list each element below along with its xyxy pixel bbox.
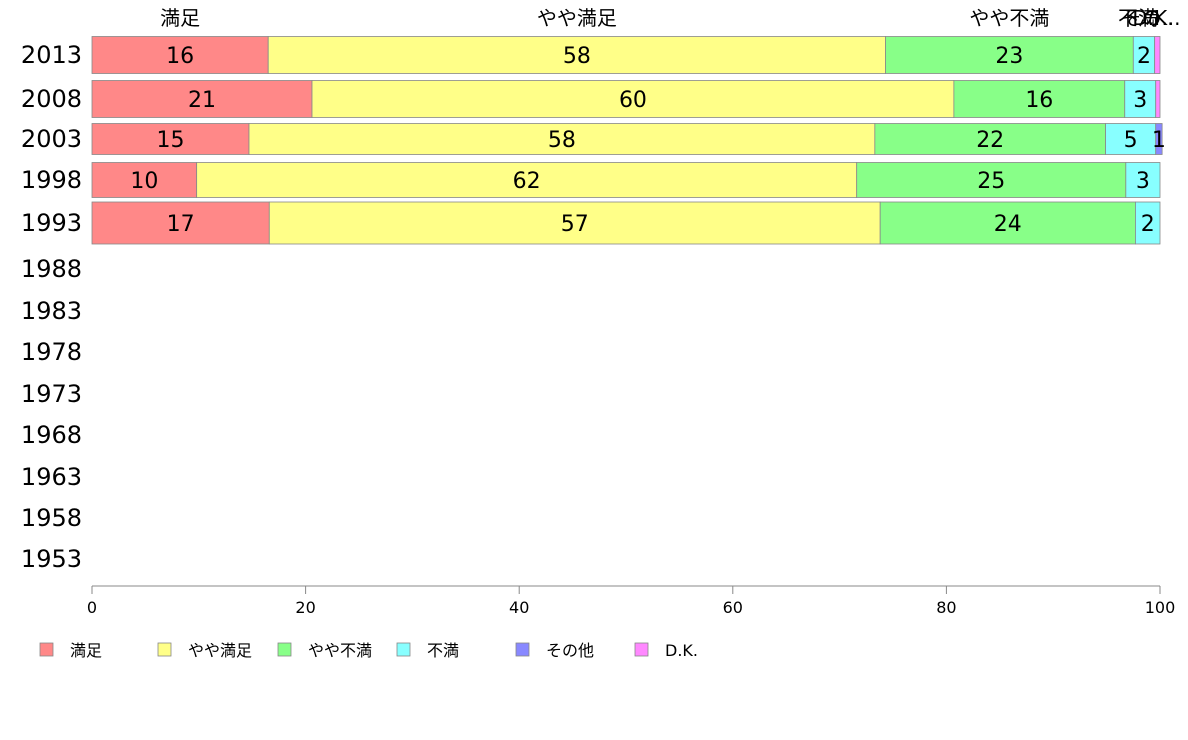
bar-segment <box>856 162 1127 198</box>
series-top-label: 不満 <box>1118 6 1158 30</box>
year-tick-label: 1968 <box>21 421 82 449</box>
legend-label: その他 <box>546 641 594 660</box>
series-top-label: D.K. <box>1132 6 1173 30</box>
year-tick-label: 1953 <box>21 545 82 573</box>
bar-value-label: 57 <box>561 212 589 237</box>
bar-value-label: 15 <box>156 128 184 153</box>
bar-value-label: 21 <box>188 88 216 113</box>
bar-segment <box>91 80 313 118</box>
year-tick-label: 2003 <box>21 125 82 153</box>
bar-value-label: 16 <box>1025 88 1053 113</box>
x-tick-label: 40 <box>509 598 529 617</box>
bar-value-label: 25 <box>977 169 1005 194</box>
year-tick-label: 2013 <box>21 41 82 69</box>
legend-label: やや不満 <box>308 641 372 660</box>
bar-segment <box>1105 123 1157 155</box>
x-tick-label: 0 <box>87 598 97 617</box>
bar-segment <box>91 123 250 155</box>
bar-segment <box>1135 201 1161 245</box>
legend-swatch <box>634 642 649 657</box>
year-tick-label: 1988 <box>21 255 82 283</box>
year-tick-label: 2008 <box>21 85 82 113</box>
legend-label: やや満足 <box>188 641 252 660</box>
bar-value-label: 10 <box>130 169 158 194</box>
legend-swatch <box>515 642 530 657</box>
bar-value-label: 3 <box>1136 169 1150 194</box>
bar-segment <box>248 123 876 155</box>
series-top-label: やや不満 <box>969 6 1049 30</box>
bar-value-label: 2 <box>1137 44 1151 69</box>
legend-label: 満足 <box>70 641 102 660</box>
legend-label: D.K. <box>665 641 698 660</box>
bar-value-label: 17 <box>167 212 195 237</box>
bar-segment <box>885 36 1134 74</box>
series-top-label: やや満足 <box>537 6 617 30</box>
bar-segment <box>1155 123 1163 155</box>
bar-segment <box>874 123 1106 155</box>
bar-value-label: 5 <box>1124 128 1138 153</box>
bar-segment <box>1155 80 1161 118</box>
bar-value-label: 1 <box>1152 128 1166 153</box>
bar-value-label: 23 <box>995 44 1023 69</box>
year-tick-label: 1958 <box>21 504 82 532</box>
year-tick-label: 1993 <box>21 209 82 237</box>
x-tick-label: 60 <box>723 598 743 617</box>
year-tick-label: 1998 <box>21 166 82 194</box>
x-tick-label: 20 <box>295 598 315 617</box>
bar-segment <box>267 36 886 74</box>
bar-segment <box>1125 162 1161 198</box>
bar-value-label: 2 <box>1141 212 1155 237</box>
series-top-label: その... <box>1121 6 1180 30</box>
bar-segment <box>91 162 198 198</box>
legend-swatch <box>157 642 172 657</box>
legend-swatch <box>396 642 411 657</box>
bar-segment <box>91 36 269 74</box>
x-tick-label: 80 <box>936 598 956 617</box>
year-tick-label: 1983 <box>21 297 82 325</box>
series-top-label: 満足 <box>160 6 200 30</box>
year-tick-label: 1963 <box>21 463 82 491</box>
bar-value-label: 58 <box>548 128 576 153</box>
x-tick-label: 100 <box>1145 598 1176 617</box>
bar-value-label: 60 <box>619 88 647 113</box>
year-tick-label: 1978 <box>21 338 82 366</box>
bar-value-label: 58 <box>563 44 591 69</box>
bar-segment <box>268 201 881 245</box>
bar-segment <box>879 201 1136 245</box>
legend-swatch <box>39 642 54 657</box>
bar-segment <box>953 80 1126 118</box>
bar-value-label: 3 <box>1133 88 1147 113</box>
bar-segment <box>311 80 955 118</box>
legend-label: 不満 <box>427 641 459 660</box>
bar-segment <box>1154 36 1161 74</box>
legend-swatch <box>277 642 292 657</box>
bar-segment <box>91 201 270 245</box>
bar-value-label: 22 <box>976 128 1004 153</box>
bar-value-label: 16 <box>166 44 194 69</box>
bar-value-label: 62 <box>513 169 541 194</box>
bar-value-label: 24 <box>994 212 1022 237</box>
year-tick-label: 1973 <box>21 380 82 408</box>
